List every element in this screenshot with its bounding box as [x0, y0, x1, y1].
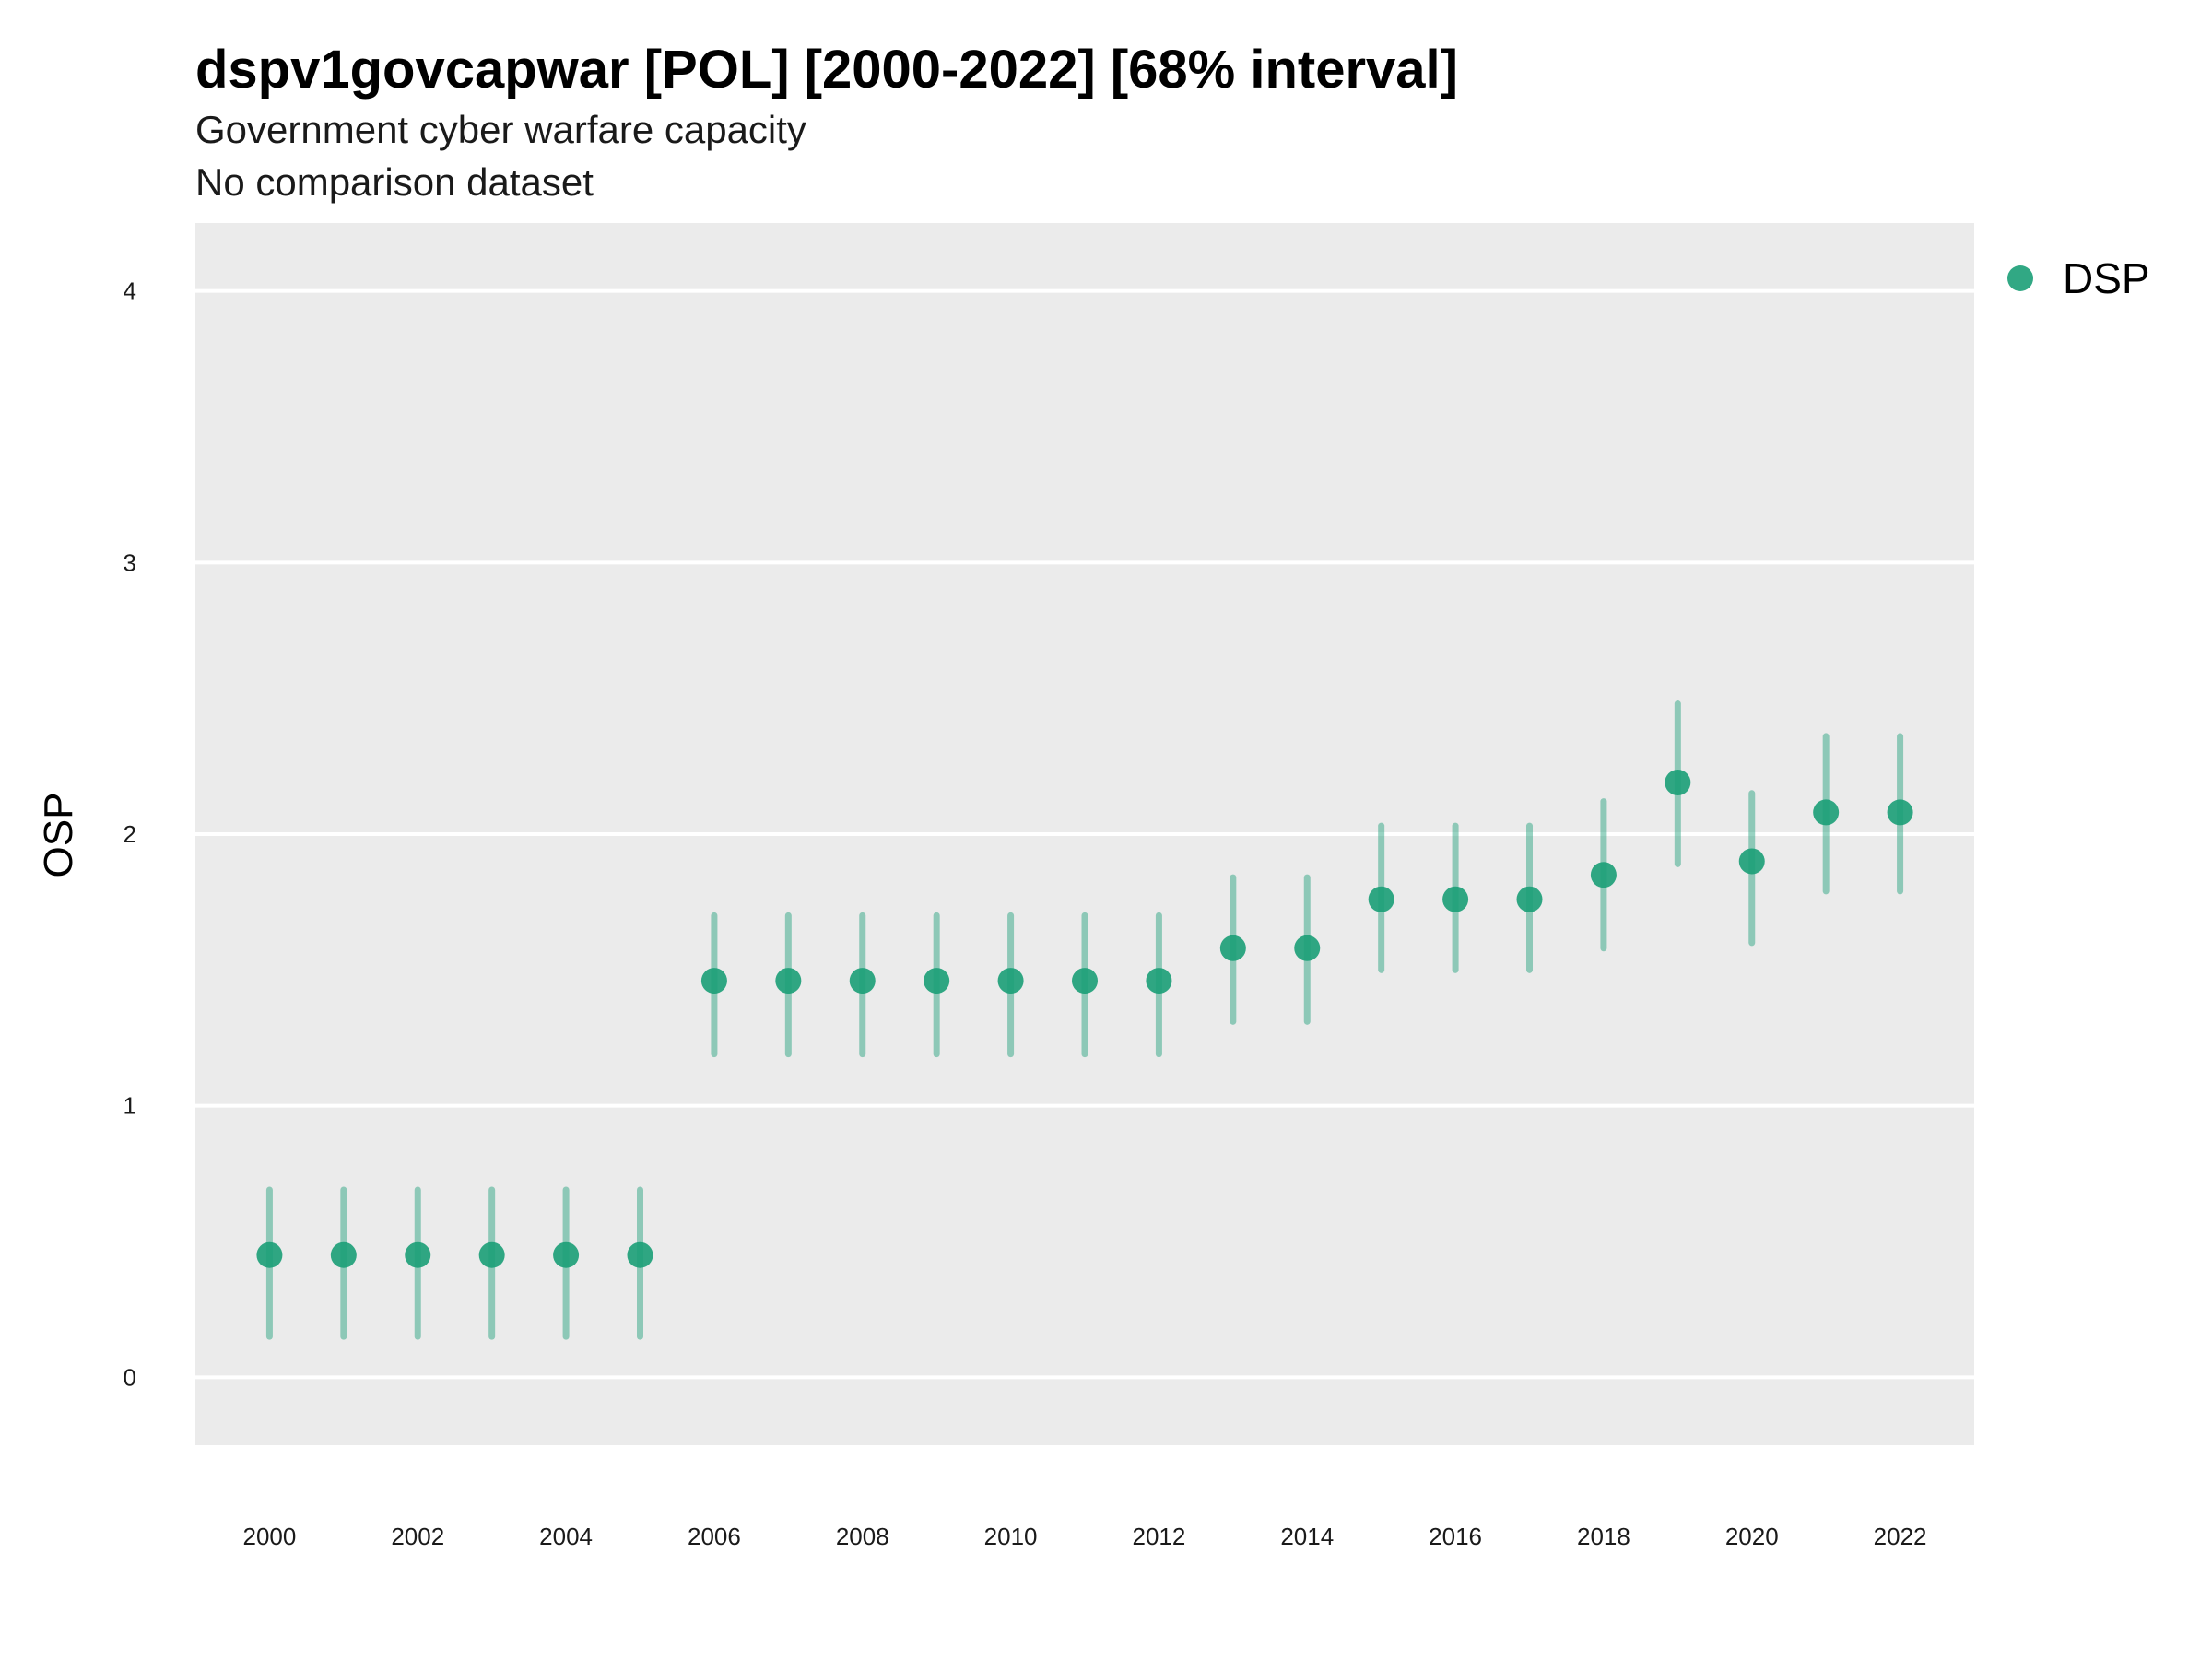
y-tick-label: 4: [124, 277, 136, 305]
data-point: [1738, 848, 1765, 875]
y-tick-label: 0: [124, 1363, 136, 1391]
data-point: [997, 968, 1024, 994]
x-tick-label: 2008: [836, 1523, 889, 1550]
data-point: [1813, 799, 1840, 826]
x-tick-label: 2004: [539, 1523, 593, 1550]
x-tick-label: 2000: [242, 1523, 296, 1550]
y-tick-label: 3: [124, 548, 136, 576]
data-point: [1590, 862, 1617, 888]
data-point: [1219, 935, 1246, 961]
data-point: [924, 968, 950, 994]
y-tick-label: 2: [124, 820, 136, 848]
y-axis-title: OSP: [36, 793, 81, 878]
chart-title: dspv1govcapwar [POL] [2000-2022] [68% in…: [195, 40, 1458, 100]
data-point: [553, 1241, 580, 1268]
data-point: [1146, 968, 1172, 994]
data-point: [1516, 886, 1543, 912]
data-point: [1887, 799, 1913, 826]
data-point: [627, 1241, 653, 1268]
legend-swatch-dsp: [2007, 265, 2033, 291]
legend-label-dsp: DSP: [2063, 254, 2150, 302]
data-point: [478, 1241, 505, 1268]
x-tick-label: 2014: [1280, 1523, 1334, 1550]
y-tick-label: 1: [124, 1092, 136, 1120]
data-point: [775, 968, 802, 994]
x-tick-label: 2016: [1429, 1523, 1482, 1550]
data-point: [700, 968, 727, 994]
data-point: [1368, 886, 1394, 912]
x-tick-label: 2022: [1874, 1523, 1927, 1550]
x-tick-label: 2010: [984, 1523, 1038, 1550]
data-point: [330, 1241, 357, 1268]
x-tick-label: 2002: [391, 1523, 444, 1550]
x-axis-ticks: 2000 2002 2004 2006 2008 2010 2012 2014 2016 2018…: [242, 1523, 1926, 1550]
chart-caption: No comparison dataset: [195, 160, 594, 204]
data-point: [1072, 968, 1098, 994]
chart-subtitle: Government cyber warfare capacity: [195, 108, 806, 151]
data-point: [1442, 886, 1469, 912]
data-point: [256, 1241, 283, 1268]
x-tick-label: 2018: [1577, 1523, 1630, 1550]
data-point: [849, 968, 876, 994]
data-point: [405, 1241, 431, 1268]
x-tick-label: 2020: [1725, 1523, 1779, 1550]
data-point: [1294, 935, 1321, 961]
legend: DSP: [2007, 254, 2150, 302]
grid-lines: [195, 288, 1974, 1380]
data-points: [256, 770, 1913, 1268]
x-tick-label: 2006: [688, 1523, 741, 1550]
y-axis-ticks: 0 1 2 3 4: [124, 277, 136, 1392]
data-point: [1665, 770, 1691, 796]
x-tick-label: 2012: [1132, 1523, 1185, 1550]
